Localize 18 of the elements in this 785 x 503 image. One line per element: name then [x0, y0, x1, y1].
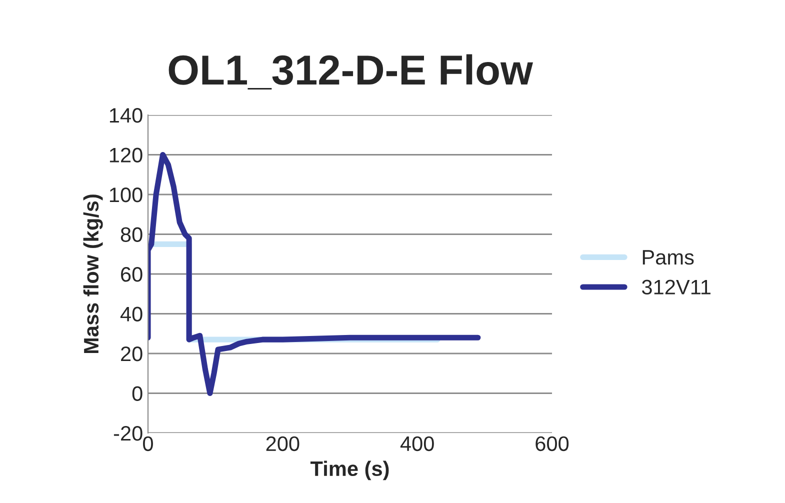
y-tick-label: 0 — [132, 386, 142, 402]
y-axis-title: Mass flow (kg/s) — [83, 194, 103, 354]
x-tick-label: 600 — [536, 436, 569, 452]
x-tick-label: 400 — [400, 436, 434, 452]
legend-label: 312V11 — [642, 280, 710, 295]
legend-label: Pams — [642, 250, 694, 265]
x-tick-label: 0 — [143, 436, 153, 452]
y-tick-label: 40 — [120, 306, 142, 322]
y-tick-label: 80 — [120, 227, 142, 242]
y-tick-label: 120 — [110, 148, 142, 163]
y-tick-label: 20 — [121, 346, 142, 362]
y-tick-label: 140 — [110, 108, 142, 123]
y-tick-label: -20 — [114, 426, 142, 441]
x-axis-title: Time (s) — [310, 460, 389, 480]
y-tick-label: 60 — [121, 267, 142, 282]
y-tick-label: 100 — [110, 188, 142, 202]
x-tick-label: 200 — [266, 436, 300, 452]
chart-title: OL1_312-D-E Flow — [168, 54, 534, 90]
